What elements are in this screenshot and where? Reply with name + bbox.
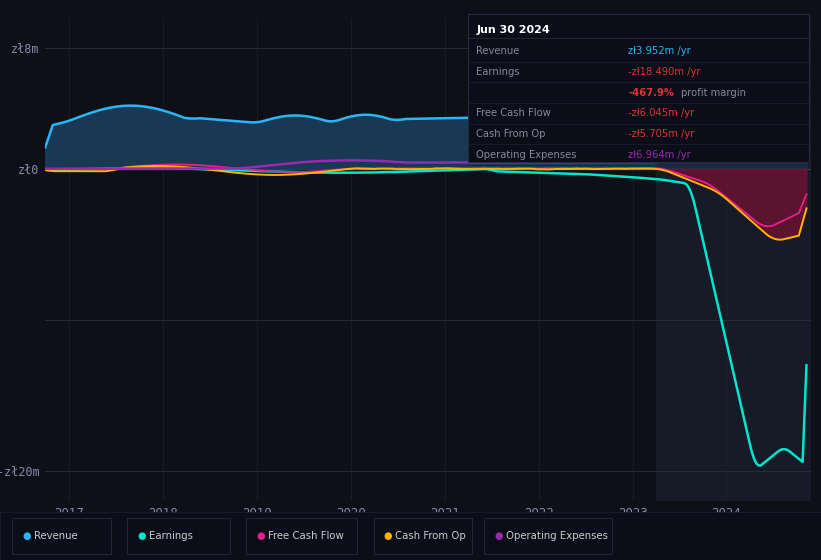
Text: ●: ● xyxy=(137,531,145,542)
Text: -zł18.490m /yr: -zł18.490m /yr xyxy=(628,67,700,77)
Text: Earnings: Earnings xyxy=(149,531,193,542)
Text: ●: ● xyxy=(256,531,264,542)
Text: zł3.952m /yr: zł3.952m /yr xyxy=(628,46,690,56)
Text: Jun 30 2024: Jun 30 2024 xyxy=(476,25,550,35)
Text: ●: ● xyxy=(22,531,30,542)
Text: -zł6.045m /yr: -zł6.045m /yr xyxy=(628,109,695,118)
Text: zł6.964m /yr: zł6.964m /yr xyxy=(628,150,690,160)
Text: Revenue: Revenue xyxy=(476,46,520,56)
Text: Operating Expenses: Operating Expenses xyxy=(476,150,576,160)
Text: Free Cash Flow: Free Cash Flow xyxy=(268,531,343,542)
Text: Operating Expenses: Operating Expenses xyxy=(506,531,608,542)
Text: Earnings: Earnings xyxy=(476,67,520,77)
Bar xyxy=(656,18,821,501)
Text: Cash From Op: Cash From Op xyxy=(395,531,466,542)
Text: -zł5.705m /yr: -zł5.705m /yr xyxy=(628,129,695,139)
Text: Free Cash Flow: Free Cash Flow xyxy=(476,109,551,118)
Text: Cash From Op: Cash From Op xyxy=(476,129,546,139)
Text: ●: ● xyxy=(383,531,392,542)
Text: profit margin: profit margin xyxy=(681,88,746,97)
Text: Revenue: Revenue xyxy=(34,531,77,542)
Text: -467.9%: -467.9% xyxy=(628,88,674,97)
Text: ●: ● xyxy=(494,531,502,542)
